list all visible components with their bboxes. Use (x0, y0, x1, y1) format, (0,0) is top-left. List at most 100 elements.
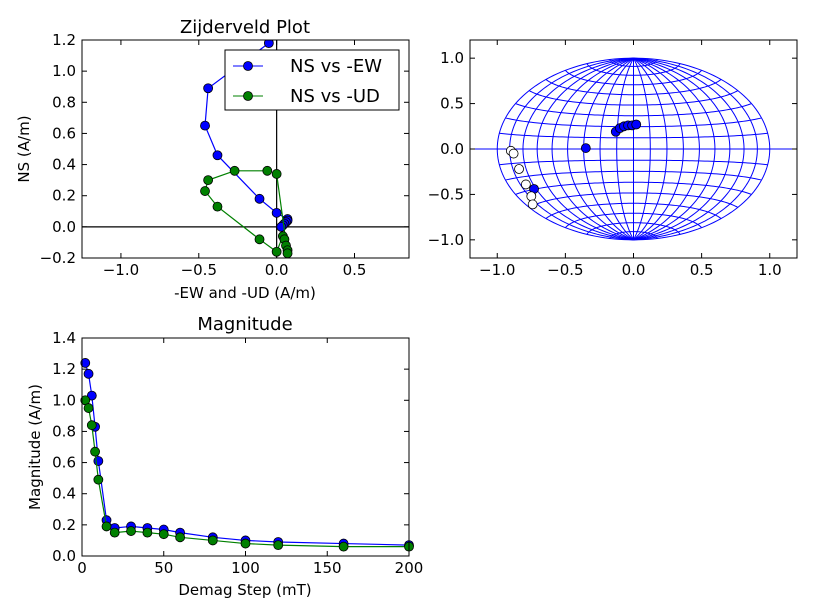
data-point (93, 474, 104, 485)
data-point (240, 538, 251, 549)
data-point (90, 446, 100, 457)
equal-area-xtick-label: 1.0 (758, 261, 782, 279)
data-point (338, 541, 349, 552)
series-line (84, 362, 410, 546)
zijderveld-ytick-label: 0.6 (52, 124, 76, 142)
equal-area-plot: −1.0 −0.5 0.0 0.5 1.0 −1.0 −0.5 0.0 0.5 1.0 (428, 39, 798, 279)
data-point (200, 120, 210, 131)
stereonet-grid (470, 57, 797, 241)
direction-point (526, 191, 537, 202)
zijderveld-xtick-label: 0.0 (265, 261, 289, 279)
magnitude-series-0 (80, 358, 414, 550)
equal-area-series-0 (529, 119, 642, 194)
data-point (203, 175, 214, 186)
data-point (126, 526, 136, 536)
data-point (262, 165, 273, 176)
data-point (83, 403, 94, 413)
magnitude-ytick-label: 0.4 (52, 485, 76, 503)
data-point (254, 193, 265, 204)
magnitude-ytick-label: 1.2 (52, 360, 76, 378)
data-point (273, 540, 284, 550)
zijderveld-title: Zijderveld Plot (180, 17, 310, 38)
equal-area-ticks: −1.0 −0.5 0.0 0.5 1.0 −1.0 −0.5 0.0 0.5 1.0 (428, 40, 797, 279)
data-point (229, 165, 240, 176)
zijderveld-series-0 (200, 40, 293, 232)
zijderveld-ytick-label: 1.2 (52, 31, 76, 49)
magnitude-title: Magnitude (197, 314, 292, 335)
data-point (271, 246, 282, 257)
data-point (212, 201, 223, 212)
magnitude-data (80, 358, 414, 552)
magnitude-xtick-label: 0 (77, 559, 87, 577)
data-point (80, 358, 91, 368)
equal-area-ytick-label: 0.0 (440, 140, 464, 158)
legend-marker-ns-ew (243, 61, 253, 71)
magnitude-xlabel: Demag Step (mT) (178, 581, 311, 599)
magnitude-xtick-label: 50 (154, 559, 173, 577)
data-point (203, 83, 214, 94)
data-point (212, 150, 223, 161)
magnitude-ytick-label: 1.4 (52, 329, 76, 347)
zijderveld-xtick-label: −1.0 (103, 261, 139, 279)
equal-area-frame (469, 39, 798, 259)
data-point (158, 529, 169, 540)
legend-marker-ns-ud (243, 91, 253, 101)
equal-area-ytick-label: −0.5 (428, 185, 464, 203)
zijderveld-ytick-label: 1.0 (52, 62, 76, 80)
direction-point (508, 148, 519, 159)
data-point (207, 535, 218, 546)
direction-point (520, 179, 531, 190)
zijderveld-ytick-label: 0.0 (52, 218, 76, 236)
zijderveld-ticks: −1.0 −0.5 0.0 0.5 −0.2 0.0 0.2 0.4 0.6 0.8 1.0 1.2 (40, 31, 409, 279)
series-line (84, 400, 409, 548)
direction-point (631, 119, 642, 130)
magnitude-plot: Magnitude Demag Step (mT) Magnitude (A/m… (26, 314, 423, 599)
equal-area-series-1 (505, 145, 538, 210)
zijderveld-xtick-label: −0.5 (181, 261, 217, 279)
data-point (86, 390, 97, 401)
magnitude-series-1 (80, 395, 414, 552)
data-point (271, 207, 282, 218)
data-point (83, 368, 94, 379)
magnitude-ylabel: Magnitude (A/m) (26, 384, 44, 510)
data-point (142, 527, 153, 538)
equal-area-xtick-label: −1.0 (479, 261, 515, 279)
equal-area-xtick-label: 0.5 (690, 261, 714, 279)
zijderveld-plot: Zijderveld Plot -EW and -UD (A/m) NS (A/… (15, 17, 410, 302)
magnitude-ytick-label: 0.8 (52, 422, 76, 440)
data-point (109, 527, 120, 538)
equal-area-ytick-label: −1.0 (428, 231, 464, 249)
equal-area-ytick-label: 1.0 (440, 49, 464, 67)
magnitude-ticks: 0 50 100 150 200 0.0 0.2 0.4 0.6 0.8 1.0 1.2 1.4 (52, 329, 423, 577)
zijderveld-ytick-label: −0.2 (40, 249, 76, 267)
zijderveld-xtick-label: 0.5 (343, 261, 367, 279)
zijderveld-xlabel: -EW and -UD (A/m) (174, 284, 316, 302)
data-point (175, 532, 186, 543)
magnitude-xtick-label: 150 (313, 559, 342, 577)
data-point (263, 40, 274, 49)
equal-area-ytick-label: 0.5 (440, 95, 464, 113)
direction-point (514, 164, 524, 174)
magnitude-xtick-label: 200 (395, 559, 424, 577)
data-point (86, 420, 97, 431)
zijderveld-ytick-label: 0.2 (52, 187, 76, 205)
equal-area-data (505, 119, 642, 210)
zijderveld-legend: NS vs -EW NS vs -UD (224, 49, 400, 111)
net-lines (470, 57, 797, 241)
direction-point (527, 199, 538, 210)
legend-label-ns-ew: NS vs -EW (290, 56, 382, 77)
magnitude-frame (81, 337, 410, 557)
data-point (101, 521, 112, 532)
legend-box (224, 49, 400, 111)
zijderveld-ytick-label: 0.4 (52, 156, 76, 174)
zijderveld-ylabel: NS (A/m) (15, 115, 33, 182)
data-point (271, 169, 282, 179)
magnitude-ytick-label: 0.0 (52, 547, 76, 565)
data-point (200, 186, 210, 196)
equal-area-xtick-label: 0.0 (622, 261, 646, 279)
magnitude-ytick-label: 0.2 (52, 516, 76, 534)
zijderveld-ytick-label: 0.8 (52, 93, 76, 111)
data-point (254, 234, 265, 245)
data-point (282, 248, 293, 258)
